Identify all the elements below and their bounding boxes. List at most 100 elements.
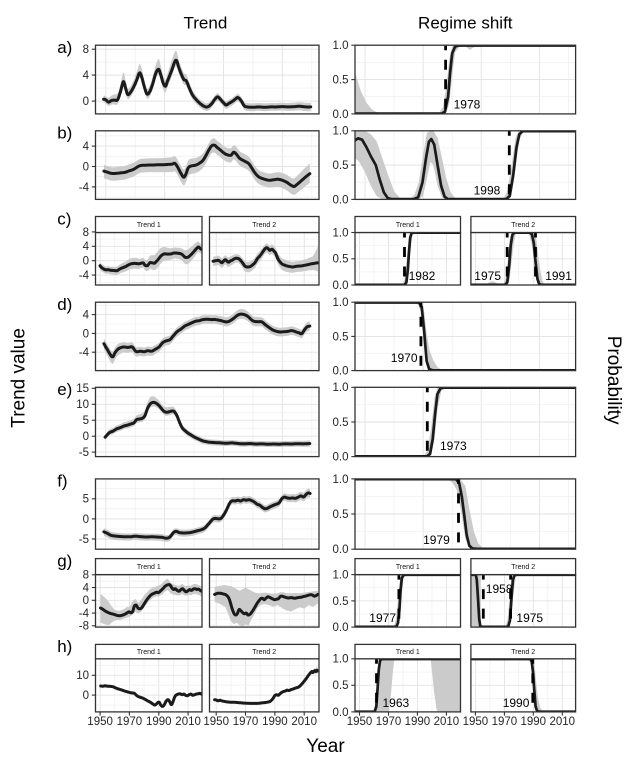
svg-text:Trend 1: Trend 1 bbox=[137, 564, 161, 571]
svg-text:0.0: 0.0 bbox=[333, 707, 349, 719]
svg-text:1.0: 1.0 bbox=[333, 474, 349, 486]
svg-text:1990: 1990 bbox=[521, 716, 547, 728]
svg-text:10: 10 bbox=[76, 670, 89, 682]
svg-text:4: 4 bbox=[83, 310, 90, 322]
svg-text:0: 0 bbox=[83, 431, 89, 443]
svg-text:Trend 2: Trend 2 bbox=[252, 649, 276, 656]
svg-text:5: 5 bbox=[83, 415, 89, 427]
svg-text:0.0: 0.0 bbox=[333, 544, 349, 556]
svg-text:Probability: Probability bbox=[603, 336, 624, 425]
svg-text:0.0: 0.0 bbox=[333, 109, 349, 121]
svg-text:c): c) bbox=[57, 209, 71, 228]
svg-text:-4: -4 bbox=[79, 270, 90, 282]
svg-text:10: 10 bbox=[76, 399, 89, 411]
svg-text:1970: 1970 bbox=[376, 716, 402, 728]
svg-text:4: 4 bbox=[83, 70, 90, 82]
svg-text:0: 0 bbox=[83, 595, 89, 607]
svg-text:-5: -5 bbox=[79, 447, 89, 459]
svg-text:d): d) bbox=[57, 295, 72, 314]
svg-text:Trend 2: Trend 2 bbox=[252, 564, 276, 571]
svg-text:1950: 1950 bbox=[87, 716, 113, 728]
svg-text:8: 8 bbox=[83, 44, 89, 56]
svg-text:1.0: 1.0 bbox=[333, 382, 349, 394]
svg-text:Trend 1: Trend 1 bbox=[396, 649, 420, 656]
svg-text:Trend 2: Trend 2 bbox=[511, 222, 535, 229]
svg-text:1973: 1973 bbox=[440, 439, 467, 453]
svg-text:1970: 1970 bbox=[233, 716, 259, 728]
svg-text:Trend 1: Trend 1 bbox=[137, 649, 161, 656]
svg-text:Trend 1: Trend 1 bbox=[137, 222, 161, 229]
svg-text:Regime shift: Regime shift bbox=[418, 13, 513, 32]
svg-text:2010: 2010 bbox=[550, 716, 576, 728]
svg-text:1977: 1977 bbox=[369, 611, 396, 625]
svg-text:0.5: 0.5 bbox=[333, 417, 349, 429]
svg-text:1990: 1990 bbox=[503, 696, 530, 710]
svg-text:0.5: 0.5 bbox=[333, 331, 349, 343]
svg-text:e): e) bbox=[57, 380, 72, 399]
svg-text:-5: -5 bbox=[79, 534, 89, 546]
svg-text:1990: 1990 bbox=[405, 716, 431, 728]
svg-text:0.0: 0.0 bbox=[333, 194, 349, 206]
svg-text:0: 0 bbox=[83, 690, 89, 702]
svg-text:1.0: 1.0 bbox=[333, 570, 349, 582]
svg-text:0: 0 bbox=[83, 256, 89, 268]
svg-text:Year: Year bbox=[306, 736, 345, 757]
svg-text:4: 4 bbox=[83, 582, 90, 594]
svg-text:Trend 2: Trend 2 bbox=[511, 649, 535, 656]
svg-text:1950: 1950 bbox=[463, 716, 489, 728]
svg-text:1970: 1970 bbox=[117, 716, 143, 728]
svg-text:1958: 1958 bbox=[486, 582, 513, 596]
svg-text:Trend: Trend bbox=[184, 13, 228, 32]
svg-text:4: 4 bbox=[83, 241, 90, 253]
svg-text:Trend value: Trend value bbox=[9, 328, 30, 428]
svg-text:0.5: 0.5 bbox=[333, 254, 349, 266]
svg-text:1.0: 1.0 bbox=[333, 40, 349, 52]
svg-text:g): g) bbox=[57, 551, 72, 570]
svg-text:0.5: 0.5 bbox=[333, 680, 349, 692]
svg-text:2010: 2010 bbox=[434, 716, 460, 728]
svg-text:4: 4 bbox=[83, 141, 90, 153]
svg-text:1950: 1950 bbox=[347, 716, 373, 728]
svg-text:1982: 1982 bbox=[409, 269, 436, 283]
svg-text:b): b) bbox=[57, 124, 72, 143]
svg-text:1.0: 1.0 bbox=[333, 297, 349, 309]
svg-text:1.0: 1.0 bbox=[333, 227, 349, 239]
svg-text:1.0: 1.0 bbox=[333, 654, 349, 666]
svg-text:0.0: 0.0 bbox=[333, 280, 349, 292]
svg-text:1978: 1978 bbox=[454, 98, 481, 112]
svg-text:-4: -4 bbox=[79, 182, 90, 194]
svg-text:0: 0 bbox=[83, 514, 89, 526]
svg-text:0: 0 bbox=[83, 161, 89, 173]
svg-text:-8: -8 bbox=[79, 621, 89, 633]
svg-text:1950: 1950 bbox=[203, 716, 229, 728]
svg-text:2010: 2010 bbox=[175, 716, 201, 728]
svg-text:-4: -4 bbox=[79, 608, 90, 620]
svg-text:1979: 1979 bbox=[423, 533, 450, 547]
svg-text:8: 8 bbox=[83, 570, 89, 582]
svg-text:a): a) bbox=[57, 38, 72, 57]
svg-text:1970: 1970 bbox=[391, 351, 418, 365]
svg-text:5: 5 bbox=[83, 494, 89, 506]
svg-text:1975: 1975 bbox=[474, 269, 501, 283]
svg-text:1.0: 1.0 bbox=[333, 126, 349, 138]
svg-text:15: 15 bbox=[76, 383, 89, 395]
svg-text:0.5: 0.5 bbox=[333, 75, 349, 87]
svg-text:2010: 2010 bbox=[291, 716, 317, 728]
svg-text:8: 8 bbox=[83, 227, 89, 239]
svg-text:0.0: 0.0 bbox=[333, 366, 349, 378]
svg-text:f): f) bbox=[57, 472, 67, 491]
svg-text:0.5: 0.5 bbox=[333, 160, 349, 172]
svg-text:1991: 1991 bbox=[545, 269, 572, 283]
svg-text:0: 0 bbox=[83, 96, 89, 108]
svg-text:Trend 1: Trend 1 bbox=[396, 222, 420, 229]
svg-text:0.0: 0.0 bbox=[333, 452, 349, 464]
svg-text:Trend 2: Trend 2 bbox=[511, 564, 535, 571]
svg-text:Trend 1: Trend 1 bbox=[396, 564, 420, 571]
svg-text:Trend 2: Trend 2 bbox=[252, 222, 276, 229]
svg-text:0.5: 0.5 bbox=[333, 509, 349, 521]
svg-text:1998: 1998 bbox=[474, 183, 501, 197]
svg-text:1990: 1990 bbox=[262, 716, 288, 728]
svg-text:1975: 1975 bbox=[516, 611, 543, 625]
svg-text:1990: 1990 bbox=[146, 716, 172, 728]
svg-text:h): h) bbox=[57, 637, 72, 656]
